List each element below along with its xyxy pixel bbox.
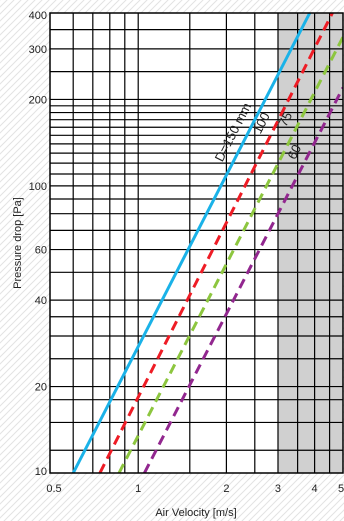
series-line-0 (71, 13, 312, 473)
y-tick-label: 300 (29, 44, 47, 56)
x-tick-label: 3 (275, 483, 281, 495)
y-tick-label: 20 (35, 382, 47, 394)
series-line-3 (143, 86, 343, 473)
x-axis-label: Air Velocity [m/s] (155, 507, 236, 519)
x-tick-label: 0.5 (46, 483, 61, 495)
series-line-2 (117, 36, 343, 473)
x-tick-label: 5 (338, 483, 344, 495)
grid (50, 13, 343, 473)
y-tick-label: 40 (35, 295, 47, 307)
series-label-2: 75 (275, 109, 295, 129)
y-axis-label: Pressure drop [Pa] (12, 197, 24, 289)
shaded-region (277, 13, 343, 473)
x-tick-label: 1 (135, 483, 141, 495)
y-tick-labels: 10 20 40 60 100 200 300 400 (29, 10, 47, 478)
y-tick-label: 60 (35, 245, 47, 257)
x-tick-labels: 0.5 1 2 3 4 5 (46, 483, 344, 495)
y-tick-label: 100 (29, 181, 47, 193)
y-tick-label: 10 (35, 466, 47, 478)
y-tick-label: 400 (29, 10, 47, 22)
y-tick-label: 200 (29, 94, 47, 106)
series-line-1 (98, 13, 334, 473)
series-lines (71, 13, 343, 473)
plot-frame (49, 12, 344, 474)
x-tick-label: 4 (312, 483, 318, 495)
x-tick-label: 2 (223, 483, 229, 495)
series-label-3: 60 (284, 142, 304, 162)
